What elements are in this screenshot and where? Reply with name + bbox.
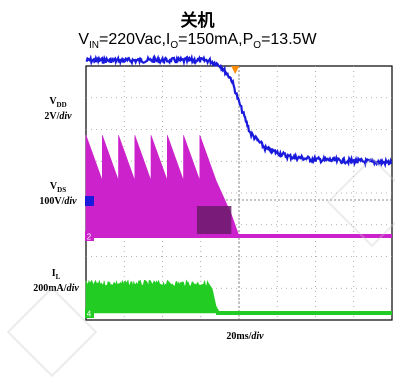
vdd-symbol: V xyxy=(49,96,57,107)
io-value: =150mA, xyxy=(178,31,243,48)
il-subscript: L xyxy=(55,273,61,281)
il-div: div xyxy=(66,283,79,294)
trigger-marker xyxy=(231,66,240,74)
vdd-div: div xyxy=(59,111,72,122)
ch4-marker-shape xyxy=(85,308,94,318)
chart-subtitle: VIN=220Vac,IO=150mA,PO=13.5W xyxy=(0,31,395,51)
il-label: IL 200mA/div xyxy=(26,268,86,294)
vds-baseline xyxy=(204,234,392,238)
il-baseline xyxy=(216,311,392,315)
po-value: =13.5W xyxy=(261,31,317,48)
il-trace-envelope xyxy=(85,279,221,314)
il-scale: 200mA/ xyxy=(33,283,67,294)
vds-symbol: V xyxy=(49,181,58,192)
time-scale: 20ms/ xyxy=(226,331,252,342)
vds-subscript: DS xyxy=(57,186,67,194)
vds-label: VDS 100V/div xyxy=(30,181,86,207)
io-subscript: O xyxy=(170,40,179,52)
vdd-trace xyxy=(85,53,393,169)
vdd-label: VDD 2V/div xyxy=(30,96,86,122)
vdd-scale: 2V/ xyxy=(44,111,60,122)
chart-title: 关机 xyxy=(180,11,215,31)
ch2-marker-shape xyxy=(85,231,94,241)
vds-baseline-left xyxy=(86,234,205,238)
po-symbol: P xyxy=(242,31,254,48)
scope-screen: 24 xyxy=(85,53,393,321)
ch1-marker-shape xyxy=(85,196,94,206)
il-symbol: I xyxy=(51,268,56,279)
ch2-marker-text: 2 xyxy=(87,233,92,242)
io-symbol: I xyxy=(165,31,171,48)
vdd-subscript: DD xyxy=(56,101,67,109)
time-div: div xyxy=(251,331,264,342)
vin-subscript: IN xyxy=(89,40,100,52)
vds-decay-region xyxy=(196,206,232,236)
vin-symbol: V xyxy=(78,31,90,48)
time-scale-label: 20ms/div xyxy=(205,331,285,342)
po-subscript: O xyxy=(253,40,262,52)
vds-div: div xyxy=(64,196,77,207)
ch4-marker-text: 4 xyxy=(87,310,92,319)
vds-scale: 100V/ xyxy=(39,196,65,207)
vin-value: =220Vac, xyxy=(99,31,166,48)
